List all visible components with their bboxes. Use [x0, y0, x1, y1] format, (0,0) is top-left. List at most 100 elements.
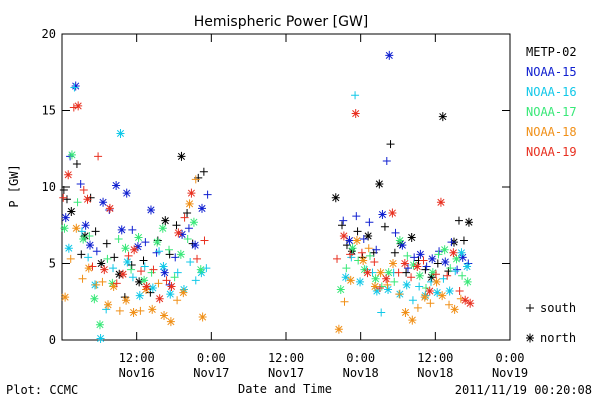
- data-point-north: [104, 300, 113, 310]
- data-point-south: [92, 280, 101, 289]
- data-point-south: [165, 245, 174, 254]
- data-point-south: [364, 244, 373, 253]
- data-point-south: [380, 222, 389, 231]
- data-point-north: [177, 151, 186, 161]
- data-point-north: [384, 268, 393, 278]
- data-point-north: [413, 262, 422, 272]
- data-point-south: [128, 273, 137, 282]
- data-point-north: [376, 268, 385, 278]
- data-point-north: [466, 298, 475, 308]
- data-point-north: [378, 210, 387, 220]
- data-point-north: [118, 269, 127, 279]
- data-point-south: [137, 267, 146, 276]
- data-point-south: [92, 247, 101, 256]
- data-point-south: [180, 213, 189, 222]
- data-point-south: [454, 216, 463, 225]
- data-point-north: [97, 259, 106, 268]
- data-point-north: [61, 213, 70, 223]
- data-point-north: [142, 285, 150, 295]
- data-point-north: [356, 277, 365, 287]
- data-point-south: [59, 186, 68, 195]
- data-point-south: [103, 254, 112, 263]
- data-point-north: [167, 281, 176, 291]
- x-tick-label-time: 12:00: [417, 351, 453, 365]
- data-point-north: [428, 254, 437, 264]
- data-point-north: [117, 225, 126, 235]
- data-point-north: [187, 188, 196, 198]
- data-point-south: [173, 268, 182, 277]
- data-point-north: [160, 311, 169, 321]
- data-point-south: [200, 236, 209, 245]
- data-point-south: [426, 299, 435, 308]
- x-tick-label-date: Nov17: [268, 366, 304, 380]
- data-point-south: [79, 186, 88, 195]
- data-point-south: [357, 248, 366, 257]
- data-point-south: [333, 254, 342, 263]
- data-point-north: [135, 277, 144, 287]
- data-point-south: [70, 83, 79, 92]
- data-point-north: [61, 292, 70, 302]
- data-point-north: [457, 248, 466, 258]
- y-tick-label: 15: [42, 104, 56, 118]
- data-point-south: [136, 306, 145, 315]
- chart-title: Hemispheric Power [GW]: [194, 14, 369, 30]
- data-point-north: [351, 109, 360, 119]
- data-point-north: [81, 231, 90, 241]
- data-point-north: [436, 197, 445, 207]
- data-point-north: [409, 260, 418, 270]
- data-point-south: [88, 262, 97, 271]
- data-point-north: [401, 307, 410, 317]
- data-point-south: [183, 209, 192, 218]
- x-tick-label-time: 12:00: [119, 351, 155, 365]
- data-point-north: [197, 268, 206, 278]
- footer-timestamp: 2011/11/19 00:20:08: [455, 383, 592, 397]
- data-point-north: [159, 262, 168, 272]
- data-point-south: [102, 239, 111, 248]
- data-point-north: [463, 277, 472, 287]
- data-point-north: [375, 179, 384, 189]
- data-point-south: [98, 277, 107, 286]
- data-point-south: [109, 264, 118, 273]
- data-point-south: [403, 251, 412, 260]
- data-point-north: [158, 223, 167, 233]
- data-point-north: [461, 295, 470, 305]
- data-point-north: [364, 231, 373, 241]
- data-point-north: [347, 246, 356, 256]
- data-point-north: [196, 265, 205, 275]
- data-point-north: [133, 242, 142, 252]
- data-point-north: [395, 236, 404, 246]
- data-point-north: [463, 262, 472, 272]
- star-marker-icon: [526, 333, 534, 343]
- data-point-south: [186, 257, 195, 266]
- data-point-north: [341, 272, 350, 282]
- data-point-north: [122, 188, 131, 198]
- footer-plot-credit: Plot: CCMC: [6, 383, 78, 397]
- data-point-south: [149, 265, 158, 274]
- data-point-south: [375, 283, 384, 292]
- data-point-north: [407, 232, 416, 242]
- data-point-south: [115, 306, 124, 315]
- data-point-south: [390, 277, 399, 286]
- data-point-south: [128, 225, 137, 234]
- data-point-south: [202, 264, 211, 273]
- data-point-north: [174, 228, 183, 238]
- data-point-south: [165, 250, 174, 259]
- data-point-south: [408, 296, 417, 305]
- data-point-south: [59, 193, 68, 202]
- y-tick-label: 0: [49, 333, 56, 347]
- data-point-south: [110, 253, 119, 262]
- data-point-south: [339, 216, 348, 225]
- scatter-points: [59, 50, 475, 343]
- data-point-north: [398, 240, 407, 250]
- data-point-north: [346, 275, 355, 285]
- data-point-south: [62, 195, 71, 204]
- legend-entry: NOAA-16: [526, 85, 577, 99]
- data-point-south: [445, 300, 454, 309]
- data-point-south: [413, 303, 422, 312]
- data-point-north: [160, 268, 169, 278]
- y-axis-label: P [GW]: [7, 164, 21, 207]
- data-point-south: [391, 228, 400, 237]
- data-point-south: [162, 276, 171, 285]
- x-tick-label-time: 0:00: [496, 351, 525, 365]
- data-point-north: [96, 333, 105, 343]
